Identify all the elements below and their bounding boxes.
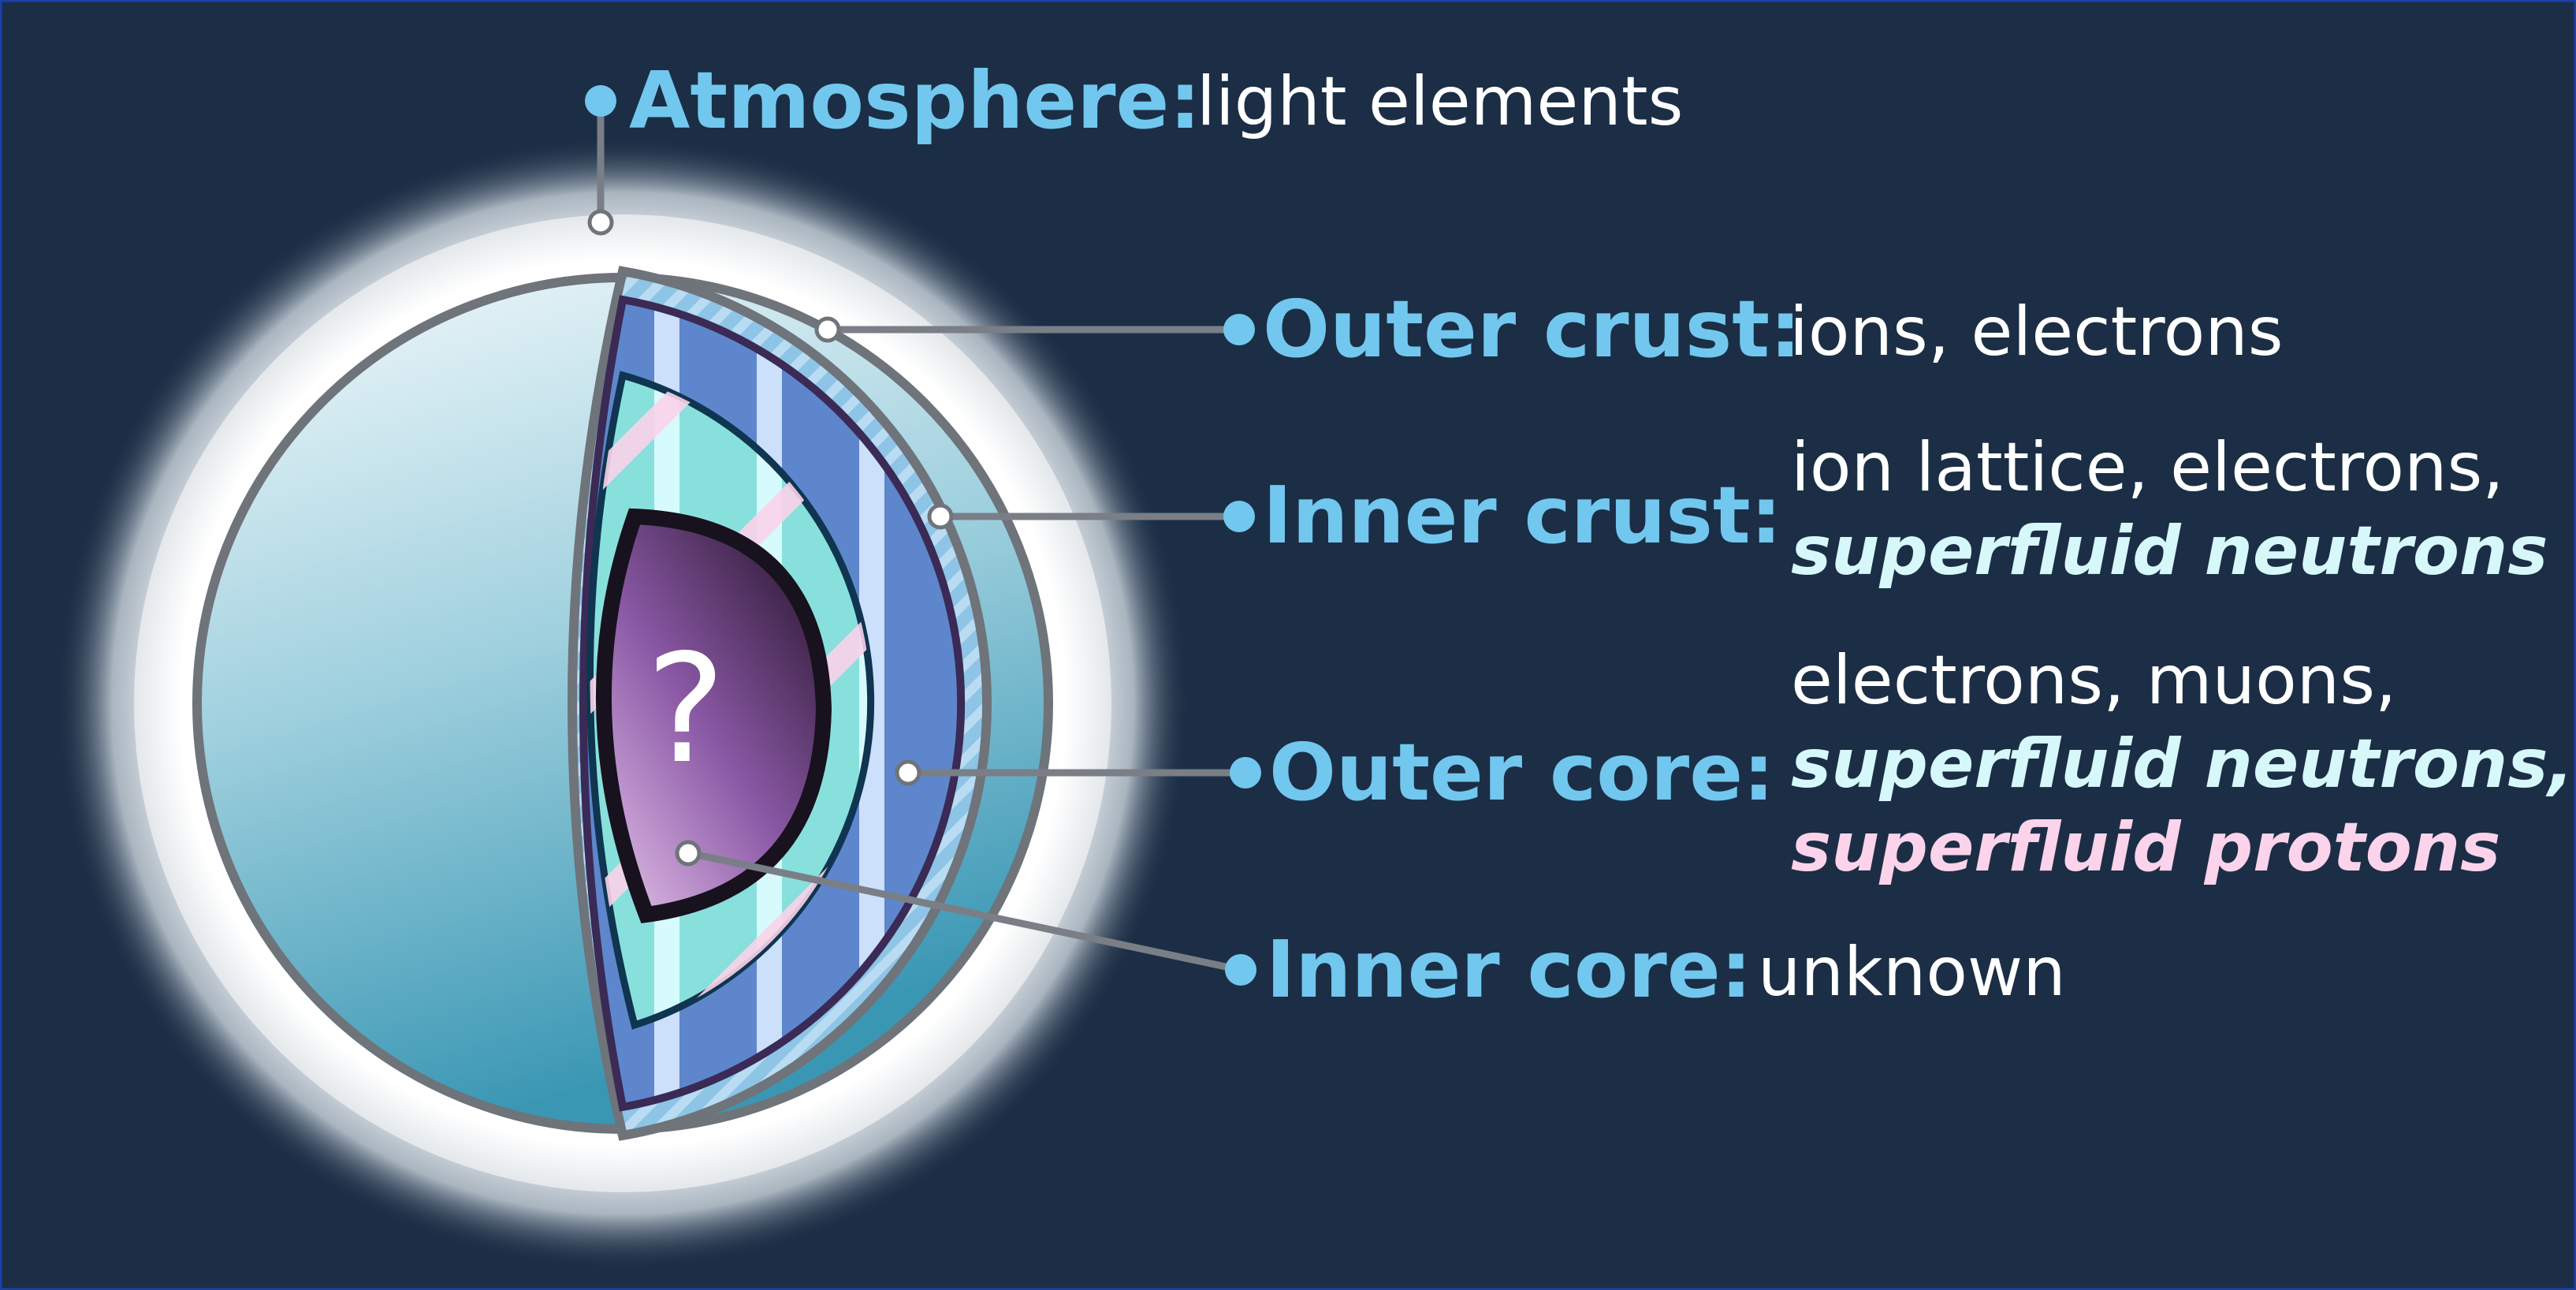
marker-atmosphere	[587, 209, 614, 236]
leader-lines	[597, 101, 1245, 974]
label-inner-crust-line-2: superfluid neutrons	[1791, 512, 2548, 591]
marker-inner-crust	[927, 503, 954, 530]
cutaway-interior: ?	[568, 266, 992, 1141]
marker-outer-crust	[814, 316, 841, 343]
label-inner-crust-name: Inner crust:	[1263, 469, 1782, 561]
bullet-atmosphere	[585, 85, 616, 117]
bullet-outer-core	[1230, 757, 1261, 789]
label-outer-crust-text: ions, electrons	[1789, 293, 2284, 371]
layer-labels: Atmosphere: light elements Outer crust: …	[629, 54, 2574, 1016]
bullet-outer-crust	[1223, 314, 1255, 345]
core-question-mark: ?	[646, 622, 726, 796]
label-outer-core-line-1: electrons, muons,	[1791, 641, 2396, 720]
label-inner-core-name: Inner core:	[1266, 923, 1752, 1016]
label-inner-core-text: unknown	[1758, 933, 2066, 1012]
label-inner-crust-line-1: ion lattice, electrons,	[1791, 428, 2504, 507]
label-atmosphere-text: light elements	[1197, 62, 1683, 141]
label-bullets	[585, 85, 1261, 986]
bullet-inner-crust	[1223, 501, 1255, 532]
label-outer-core-line-3: superfluid protons	[1791, 808, 2500, 887]
label-atmosphere-name: Atmosphere:	[629, 54, 1201, 147]
label-outer-crust-name: Outer crust:	[1263, 283, 1801, 375]
bullet-inner-core	[1225, 954, 1256, 986]
marker-outer-core	[895, 759, 921, 786]
layer-markers	[587, 209, 954, 867]
label-outer-core-name: Outer core:	[1269, 726, 1774, 818]
marker-inner-core	[675, 840, 702, 867]
inner-core-layer	[596, 508, 832, 923]
label-outer-core-line-2: superfluid neutrons,	[1791, 725, 2574, 803]
